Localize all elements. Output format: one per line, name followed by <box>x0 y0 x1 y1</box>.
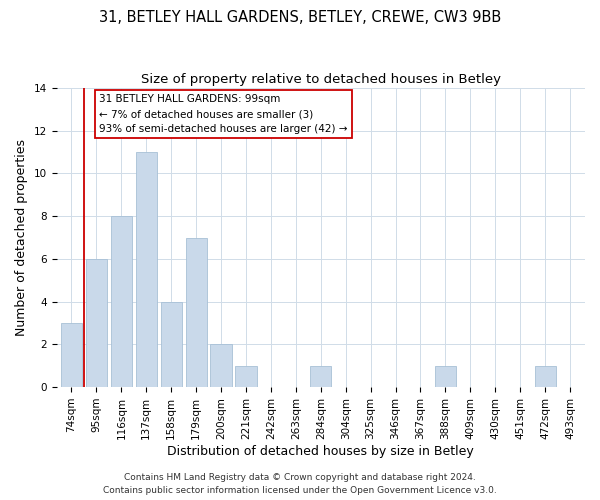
Bar <box>211 344 232 387</box>
Bar <box>235 366 257 387</box>
Text: 31, BETLEY HALL GARDENS, BETLEY, CREWE, CW3 9BB: 31, BETLEY HALL GARDENS, BETLEY, CREWE, … <box>99 10 501 25</box>
Bar <box>435 366 456 387</box>
Text: Contains HM Land Registry data © Crown copyright and database right 2024.
Contai: Contains HM Land Registry data © Crown c… <box>103 474 497 495</box>
Bar <box>111 216 132 387</box>
X-axis label: Distribution of detached houses by size in Betley: Distribution of detached houses by size … <box>167 444 474 458</box>
Bar <box>61 323 82 387</box>
Text: 31 BETLEY HALL GARDENS: 99sqm
← 7% of detached houses are smaller (3)
93% of sem: 31 BETLEY HALL GARDENS: 99sqm ← 7% of de… <box>99 94 347 134</box>
Title: Size of property relative to detached houses in Betley: Size of property relative to detached ho… <box>141 72 501 86</box>
Bar <box>185 238 207 387</box>
Bar <box>161 302 182 387</box>
Bar <box>535 366 556 387</box>
Bar <box>86 259 107 387</box>
Bar <box>310 366 331 387</box>
Bar <box>136 152 157 387</box>
Y-axis label: Number of detached properties: Number of detached properties <box>15 139 28 336</box>
